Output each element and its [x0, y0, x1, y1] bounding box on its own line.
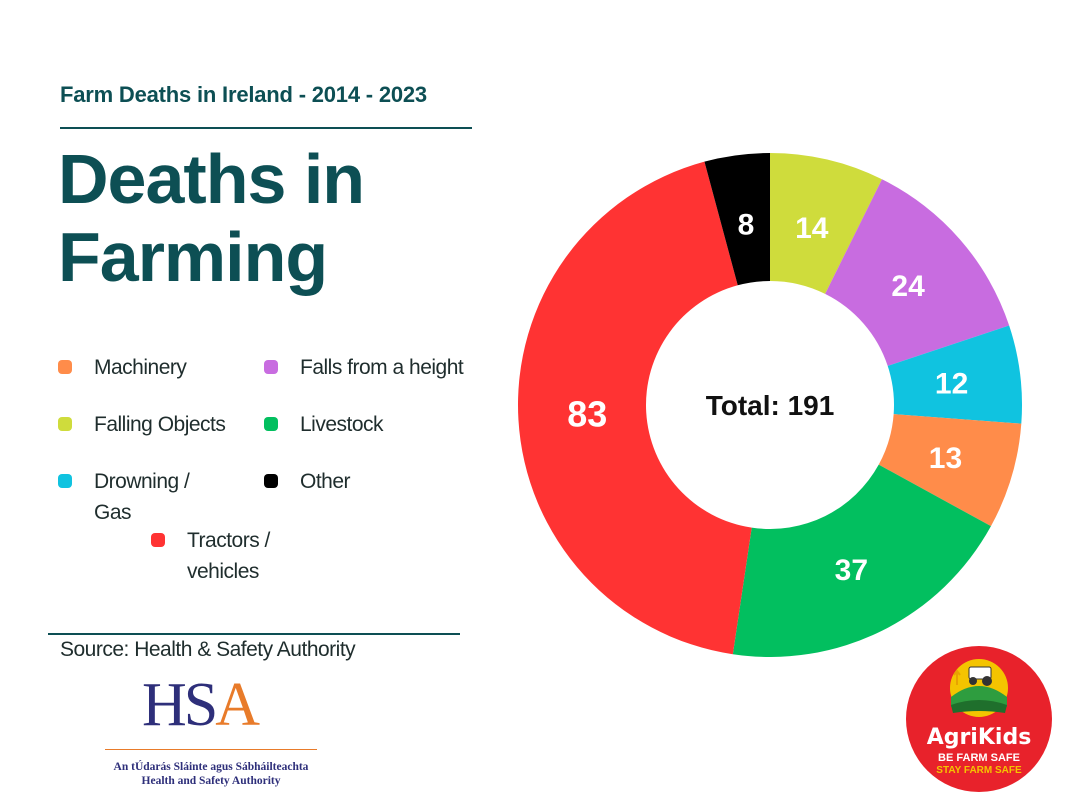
legend-label-falling-objects: Falling Objects [94, 413, 226, 436]
legend-item-other: Other [264, 466, 424, 497]
legend-swatch-other [264, 474, 278, 488]
donut-slice-drowning-gas [887, 325, 1022, 424]
donut-slice-tractors-vehicles [517, 161, 752, 655]
legend-label-livestock: Livestock [300, 413, 384, 436]
donut-value-label: 37 [835, 554, 868, 587]
legend-item-drowning: Drowning / Gas [58, 466, 218, 528]
legend-label-drowning: Drowning / Gas [94, 470, 190, 524]
divider-top [60, 127, 472, 129]
legend-item-livestock: Livestock [264, 409, 464, 440]
donut-slice-livestock [732, 464, 991, 657]
legend-label-machinery: Machinery [94, 356, 187, 379]
donut-slice-machinery [878, 414, 1022, 527]
hsa-logo: HSA An tÚdarás Sláinte agus Sábháilteach… [100, 672, 330, 797]
legend-swatch-tractors [151, 533, 165, 547]
legend-item-falls: Falls from a height [264, 352, 484, 383]
donut-center-total: Total: 191 [706, 390, 835, 421]
legend-label-other: Other [300, 470, 351, 493]
legend-swatch-livestock [264, 417, 278, 431]
legend-swatch-falling-objects [58, 417, 72, 431]
legend-item-falling-objects: Falling Objects [58, 409, 258, 440]
donut-value-label: 24 [891, 270, 925, 303]
legend-swatch-falls [264, 360, 278, 374]
hsa-wordmark: HSA [142, 671, 260, 739]
donut-value-label: 83 [567, 394, 607, 435]
donut-slice-other [704, 153, 770, 286]
donut-slice-falls-from-a-height [825, 179, 1010, 366]
donut-value-label: 12 [935, 367, 968, 400]
legend-swatch-drowning [58, 474, 72, 488]
agrikids-logo [906, 646, 1052, 792]
source-note: Source: Health & Safety Authority [60, 638, 356, 661]
legend-label-tractors: Tractors / vehicles [187, 529, 270, 583]
donut-value-label: 13 [929, 442, 962, 475]
divider-bottom [48, 633, 460, 635]
agrikids-brand: AgriKids [926, 725, 1032, 750]
agrikids-slogan-1: BE FARM SAFE [938, 752, 1020, 764]
donut-chart: 14 24 12 13 37 83 8 Total: 191 [517, 153, 1022, 657]
legend-label-falls: Falls from a height [300, 356, 464, 379]
hsa-logo-caption: An tÚdarás Sláinte agus Sábháilteachta H… [113, 761, 309, 787]
legend-swatch-machinery [58, 360, 72, 374]
hsa-logo-rule [105, 749, 317, 750]
donut-value-label: 8 [738, 209, 755, 242]
donut-slice-falling-objects [770, 153, 882, 294]
donut-value-label: 14 [795, 212, 829, 245]
legend-item-tractors: Tractors / vehicles [151, 525, 331, 587]
chart-title: Deaths in Farming [58, 140, 365, 296]
agrikids-badge: AgriKids BE FARM SAFE STAY FARM SAFE [905, 645, 1053, 793]
legend-item-machinery: Machinery [58, 352, 238, 383]
chart-subtitle: Farm Deaths in Ireland - 2014 - 2023 [60, 82, 427, 107]
agrikids-slogan-2: STAY FARM SAFE [936, 765, 1022, 776]
